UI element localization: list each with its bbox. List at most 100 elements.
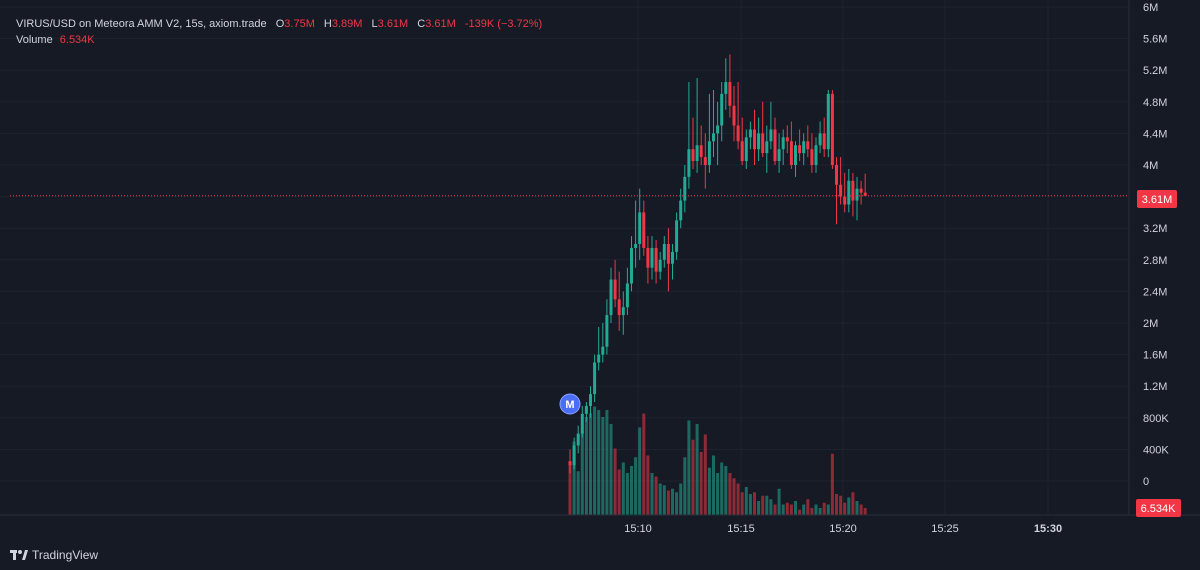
candle-body <box>642 212 646 248</box>
legend-title: VIRUS/USD on Meteora AMM V2, 15s, axiom.… <box>16 18 267 30</box>
volume-bars <box>568 406 867 515</box>
price-axis[interactable]: 0400K800K1.2M1.6M2M2.4M2.8M3.2M3.6M4M4.4… <box>1143 2 1169 488</box>
candle-body <box>630 247 633 284</box>
volume-bar <box>822 502 826 515</box>
price-tick-label: 0 <box>1143 476 1149 488</box>
candle-body <box>794 145 797 165</box>
candle-body <box>826 93 830 150</box>
candle-body <box>650 247 654 268</box>
time-tick-label: 15:15 <box>727 523 755 535</box>
candle-body <box>785 137 789 142</box>
volume-bar <box>794 501 797 515</box>
time-axis[interactable]: 15:10 15:15 15:20 15:25 15:30 <box>624 523 1062 535</box>
candle-body <box>855 188 859 201</box>
candle-body <box>798 145 802 154</box>
volume-bar <box>712 455 715 515</box>
candle-body <box>638 212 642 244</box>
candle-body <box>753 129 756 150</box>
volume-bar <box>777 488 781 515</box>
volume-bar <box>789 504 793 515</box>
candle-body <box>777 149 781 162</box>
legend-low-value: 3.61M <box>377 18 409 30</box>
volume-bar <box>826 504 830 515</box>
volume-bar <box>613 448 617 515</box>
candle-body <box>707 141 711 165</box>
candle-body <box>654 247 658 272</box>
volume-bar <box>605 410 609 515</box>
volume-bar <box>646 455 650 515</box>
volume-bar <box>748 494 752 515</box>
candle-body <box>716 125 720 134</box>
candle-body <box>675 220 679 252</box>
volume-bar <box>589 413 592 515</box>
candle-body <box>822 133 826 150</box>
candle-body <box>863 192 867 196</box>
volume-bar <box>568 462 572 515</box>
price-tick-label: 2.8M <box>1143 255 1167 267</box>
candle-body <box>605 315 609 347</box>
candle-body <box>625 283 629 308</box>
volume-bar <box>625 473 629 515</box>
volume-bar <box>687 420 691 515</box>
candle-body <box>732 105 736 126</box>
legend-low-label: L <box>371 18 378 30</box>
volume-bar <box>707 467 711 515</box>
candle-body <box>773 129 777 162</box>
candle-body <box>671 251 674 264</box>
price-tick-label: 5.2M <box>1143 65 1167 77</box>
candle-body <box>843 196 847 205</box>
volume-bar <box>802 504 806 515</box>
candle-body <box>712 133 715 142</box>
candle-body <box>769 129 773 142</box>
volume-bar <box>679 483 683 515</box>
volume-bar <box>757 501 761 515</box>
volume-bar <box>847 497 851 515</box>
legend-price-row: VIRUS/USD on Meteora AMM V2, 15s, axiom.… <box>16 16 542 32</box>
volume-bar <box>765 495 769 515</box>
candle-body <box>728 82 732 106</box>
volume-bar <box>642 413 646 515</box>
volume-bar <box>814 504 818 515</box>
candle-body <box>699 145 703 158</box>
volume-bar <box>863 508 867 515</box>
volume-bar <box>843 502 847 515</box>
candle-body <box>724 82 728 94</box>
legend-volume-label: Volume <box>16 34 53 46</box>
legend-close-label: C <box>417 18 426 30</box>
candle-body <box>810 149 814 165</box>
volume-bar <box>576 471 580 515</box>
price-tick-label: 4.8M <box>1143 97 1167 109</box>
candle-body <box>601 346 605 355</box>
volume-bar <box>728 473 732 515</box>
legend-high-label: H <box>323 18 332 30</box>
candle-body <box>789 141 793 165</box>
tradingview-icon <box>10 550 28 560</box>
volume-bar <box>798 509 802 515</box>
candle-body <box>646 247 650 268</box>
price-tick-label: 6M <box>1143 2 1158 14</box>
volume-bar <box>662 485 666 515</box>
candle-body <box>658 259 662 272</box>
volume-bar <box>724 466 728 515</box>
volume-bar <box>753 492 756 515</box>
last-volume-badge: 6.534K <box>1136 499 1181 517</box>
volume-bar <box>683 457 687 515</box>
volume-bar <box>666 490 670 515</box>
volume-bar <box>818 508 822 515</box>
volume-bar <box>671 488 674 515</box>
candle-body <box>806 141 810 150</box>
marker-m-icon[interactable]: M <box>559 393 581 415</box>
legend-open-label: O <box>275 18 285 30</box>
candle-body <box>576 433 580 446</box>
legend-open-value: 3.75M <box>284 18 315 30</box>
candle-body <box>744 137 748 162</box>
time-tick-label: 15:20 <box>829 523 857 535</box>
volume-bar <box>785 502 789 515</box>
tradingview-logo[interactable]: TradingView <box>10 548 98 562</box>
candle-body <box>740 141 744 162</box>
candle-body <box>662 244 666 260</box>
volume-bar <box>835 494 838 515</box>
volume-bar <box>650 473 654 515</box>
candle-body <box>621 307 625 316</box>
